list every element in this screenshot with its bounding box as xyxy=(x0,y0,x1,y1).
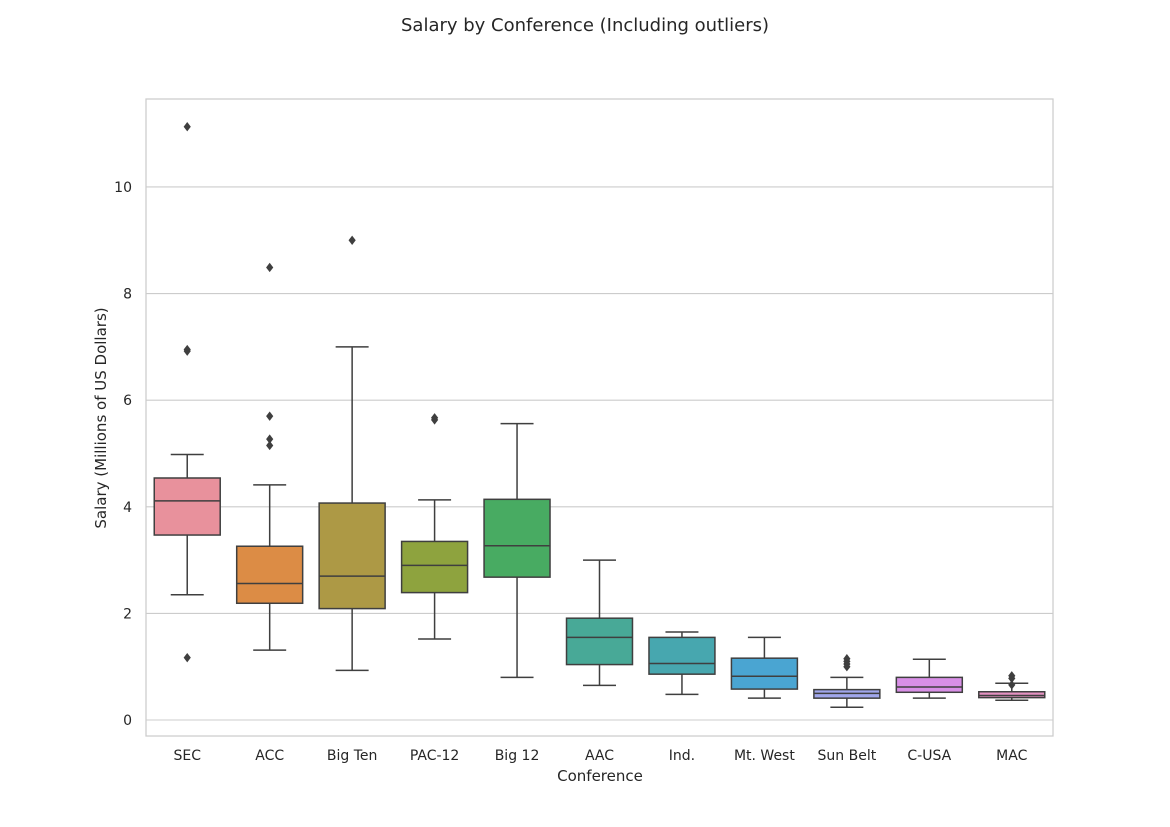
x-tick-label-big-ten: Big Ten xyxy=(327,748,378,764)
y-tick-label-0: 0 xyxy=(123,713,132,729)
box-iqr xyxy=(235,545,304,605)
outlier-point xyxy=(843,662,851,672)
box-iqr xyxy=(153,477,221,536)
box-iqr xyxy=(978,691,1046,699)
outlier-point xyxy=(430,415,439,425)
box-group-big-ten xyxy=(318,235,386,672)
x-tick-label-aac: AAC xyxy=(585,748,614,764)
box-iqr xyxy=(318,502,386,610)
x-tick-label-ind-: Ind. xyxy=(669,748,695,764)
outlier-point xyxy=(348,235,356,245)
outlier-point xyxy=(266,434,274,444)
y-tick-label-8: 8 xyxy=(123,287,132,303)
x-tick-label-big-12: Big 12 xyxy=(495,748,540,764)
box-group-mt-west xyxy=(730,636,799,699)
box-group-mac xyxy=(978,671,1046,702)
y-axis-title: Salary (Millions of US Dollars) xyxy=(92,307,110,528)
box-group-sec xyxy=(153,122,221,663)
box-iqr xyxy=(565,617,634,666)
y-tick-label-6: 6 xyxy=(123,393,132,409)
outlier-point xyxy=(266,411,274,421)
box-iqr xyxy=(400,540,469,594)
outlier-point xyxy=(183,346,191,356)
y-tick-label-4: 4 xyxy=(123,500,132,516)
y-tick-label-2: 2 xyxy=(123,606,132,622)
box-group-acc xyxy=(235,262,304,651)
x-tick-label-mac: MAC xyxy=(996,748,1027,764)
box-iqr xyxy=(648,636,716,675)
x-tick-label-c-usa: C-USA xyxy=(907,748,951,764)
x-tick-label-sun-belt: Sun Belt xyxy=(818,748,877,764)
box-iqr xyxy=(895,676,964,694)
box-group-big-12 xyxy=(483,422,551,679)
x-tick-label-sec: SEC xyxy=(173,748,201,764)
box-group-pac-12 xyxy=(400,413,469,640)
x-tick-labels: SEC ACC Big Ten PAC-12 Big 12 AAC Ind. Mt. West… xyxy=(173,748,1027,764)
box-group-aac xyxy=(565,559,634,687)
box-group-c-usa xyxy=(895,658,964,699)
outlier-point xyxy=(183,122,191,132)
outlier-point xyxy=(1008,680,1016,690)
outlier-point xyxy=(1008,673,1016,684)
x-tick-label-pac-12: PAC-12 xyxy=(410,748,460,764)
x-tick-label-mt-west: Mt. West xyxy=(734,748,795,764)
y-tick-label-10: 10 xyxy=(114,180,132,196)
outlier-point xyxy=(183,652,191,663)
x-tick-label-acc: ACC xyxy=(255,748,284,764)
y-tick-labels: 0 2 4 6 8 10 xyxy=(114,180,132,729)
grid-lines xyxy=(146,186,1053,721)
plot-frame xyxy=(145,98,1054,737)
box-group-ind xyxy=(648,631,716,696)
outlier-point xyxy=(266,440,274,451)
box-iqr xyxy=(730,657,799,690)
outlier-point xyxy=(266,262,274,273)
box-layer xyxy=(153,122,1046,708)
box-group-sun-belt xyxy=(813,654,881,708)
chart-title: Salary by Conference (Including outliers… xyxy=(401,15,769,36)
box-iqr xyxy=(483,498,551,578)
x-axis-title: Conference xyxy=(557,767,643,785)
